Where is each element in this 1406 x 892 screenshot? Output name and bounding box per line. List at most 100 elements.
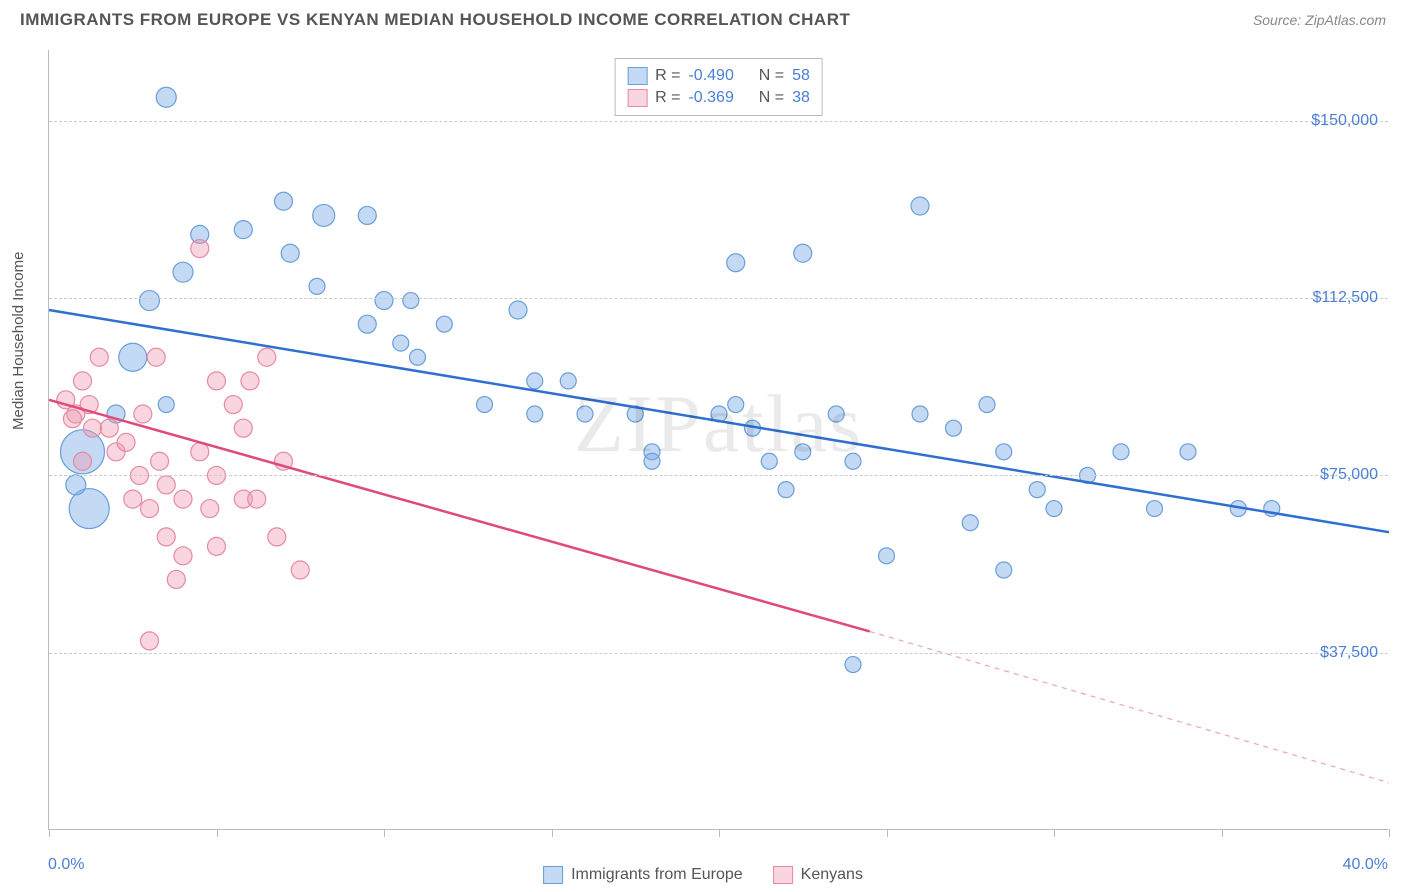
r-label: R = [655,89,680,107]
x-tick [719,829,720,837]
data-point [527,373,543,389]
data-point [191,443,209,461]
legend-item: Kenyans [773,866,863,884]
data-point [258,348,276,366]
data-point [309,278,325,294]
data-point [1046,501,1062,517]
x-tick [1054,829,1055,837]
data-point [979,397,995,413]
source-label: Source: ZipAtlas.com [1253,12,1386,28]
data-point [84,419,102,437]
data-point [761,453,777,469]
data-point [119,343,147,371]
data-point [234,221,252,239]
x-tick [49,829,50,837]
scatter-plot-svg [49,50,1388,829]
swatch-blue [627,67,647,85]
data-point [1029,482,1045,498]
gridline [49,121,1388,122]
data-point [727,254,745,272]
data-point [358,206,376,224]
data-point [158,397,174,413]
data-point [313,204,335,226]
y-axis-label: Median Household Income [10,252,27,430]
data-point [174,547,192,565]
legend-item: Immigrants from Europe [543,866,743,884]
series-legend: Immigrants from Europe Kenyans [543,866,863,884]
data-point [174,490,192,508]
data-point [134,405,152,423]
data-point [208,537,226,555]
legend-label: Kenyans [801,866,863,884]
data-point [996,562,1012,578]
data-point [644,453,660,469]
y-tick-label: $150,000 [1311,112,1378,130]
data-point [248,490,266,508]
data-point [1180,444,1196,460]
gridline [49,475,1388,476]
data-point [241,372,259,390]
data-point [275,192,293,210]
data-point [477,397,493,413]
data-point [911,197,929,215]
data-point [778,482,794,498]
data-point [375,292,393,310]
data-point [845,657,861,673]
gridline [49,653,1388,654]
data-point [141,632,159,650]
data-point [845,453,861,469]
data-point [281,244,299,262]
x-tick [217,829,218,837]
n-label: N = [759,67,784,85]
n-label: N = [759,89,784,107]
data-point [208,372,226,390]
data-point [100,419,118,437]
x-tick [1389,829,1390,837]
data-point [291,561,309,579]
data-point [912,406,928,422]
y-tick-label: $75,000 [1320,466,1378,484]
swatch-pink [773,866,793,884]
data-point [117,433,135,451]
data-point [141,500,159,518]
x-tick [887,829,888,837]
stats-legend-row: R = -0.369 N = 38 [627,87,810,109]
data-point [996,444,1012,460]
gridline [49,298,1388,299]
swatch-blue [543,866,563,884]
n-value: 38 [792,89,810,107]
data-point [140,291,160,311]
legend-label: Immigrants from Europe [571,866,743,884]
data-point [403,293,419,309]
data-point [410,349,426,365]
data-point [173,262,193,282]
n-value: 58 [792,67,810,85]
data-point [1113,444,1129,460]
data-point [156,87,176,107]
r-label: R = [655,67,680,85]
data-point [1147,501,1163,517]
stats-legend: R = -0.490 N = 58 R = -0.369 N = 38 [614,58,823,116]
data-point [74,372,92,390]
data-point [191,240,209,258]
regression-extrapolation [870,631,1389,782]
regression-line [49,400,870,632]
x-tick [552,829,553,837]
data-point [962,515,978,531]
data-point [201,500,219,518]
data-point [794,244,812,262]
data-point [124,490,142,508]
chart-title: IMMIGRANTS FROM EUROPE VS KENYAN MEDIAN … [20,10,850,30]
stats-legend-row: R = -0.490 N = 58 [627,65,810,87]
data-point [167,570,185,588]
data-point [358,315,376,333]
data-point [393,335,409,351]
data-point [577,406,593,422]
r-value: -0.369 [688,89,733,107]
data-point [66,475,86,495]
data-point [527,406,543,422]
data-point [74,452,92,470]
data-point [828,406,844,422]
data-point [728,397,744,413]
data-point [63,410,81,428]
